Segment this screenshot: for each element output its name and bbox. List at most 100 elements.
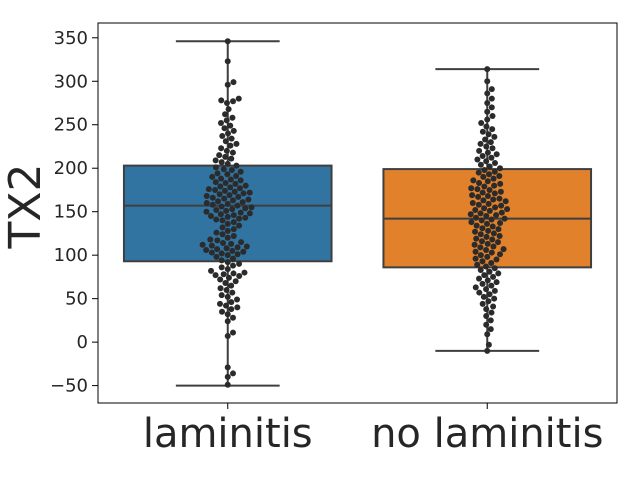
data-point bbox=[478, 238, 485, 245]
data-point bbox=[501, 215, 508, 222]
data-point bbox=[230, 219, 237, 226]
data-point bbox=[227, 184, 234, 191]
data-point bbox=[230, 370, 237, 377]
data-point bbox=[474, 261, 481, 268]
data-point bbox=[230, 255, 237, 262]
data-point bbox=[212, 164, 219, 171]
data-point bbox=[478, 217, 485, 224]
data-point bbox=[479, 300, 486, 307]
x-category-label: no laminitis bbox=[371, 411, 603, 457]
data-point bbox=[230, 127, 237, 134]
data-point bbox=[224, 234, 231, 241]
data-point bbox=[224, 213, 231, 220]
data-point bbox=[472, 228, 479, 235]
data-point bbox=[486, 171, 493, 178]
data-point bbox=[496, 233, 503, 240]
data-point bbox=[221, 187, 228, 194]
data-point bbox=[241, 269, 248, 276]
data-point bbox=[475, 193, 482, 200]
data-point bbox=[219, 231, 226, 238]
data-point bbox=[227, 122, 234, 129]
plot-frame bbox=[97, 22, 618, 404]
data-point bbox=[498, 209, 505, 216]
data-point bbox=[476, 180, 483, 186]
data-point bbox=[488, 104, 495, 111]
data-point bbox=[230, 98, 237, 105]
data-point bbox=[490, 196, 497, 203]
data-point bbox=[225, 274, 232, 281]
data-point bbox=[487, 326, 494, 333]
y-axis: −50 0 50 100 150 200 250 300 350 bbox=[50, 28, 98, 397]
data-point bbox=[497, 180, 504, 187]
data-point bbox=[223, 245, 230, 252]
data-point bbox=[230, 314, 237, 321]
data-point bbox=[218, 175, 225, 182]
data-point bbox=[472, 248, 479, 255]
data-point bbox=[229, 247, 236, 254]
data-point bbox=[488, 216, 495, 223]
data-point bbox=[224, 200, 231, 207]
data-point bbox=[477, 244, 484, 251]
data-point bbox=[492, 204, 499, 211]
data-point bbox=[497, 220, 504, 226]
y-tick-label: 150 bbox=[54, 202, 88, 223]
data-point bbox=[236, 273, 243, 280]
data-point bbox=[228, 299, 235, 306]
data-point bbox=[212, 157, 219, 164]
data-point bbox=[219, 133, 226, 140]
data-point bbox=[218, 264, 225, 271]
data-point bbox=[491, 190, 498, 197]
data-point bbox=[490, 175, 497, 182]
data-point bbox=[224, 293, 231, 300]
data-point bbox=[493, 256, 500, 263]
data-point bbox=[487, 139, 494, 146]
data-point bbox=[480, 173, 487, 180]
data-point bbox=[481, 272, 488, 279]
data-point bbox=[497, 251, 504, 258]
data-point bbox=[233, 140, 240, 147]
data-point bbox=[487, 317, 494, 324]
data-point bbox=[472, 284, 479, 291]
data-point bbox=[482, 263, 489, 270]
data-point bbox=[488, 95, 495, 102]
data-point bbox=[216, 191, 223, 198]
data-point bbox=[484, 253, 491, 260]
data-point bbox=[488, 260, 495, 266]
data-point bbox=[500, 246, 507, 253]
data-point bbox=[476, 275, 483, 282]
data-point bbox=[230, 329, 237, 336]
data-point bbox=[477, 140, 484, 147]
data-point bbox=[224, 220, 231, 227]
data-point bbox=[203, 246, 210, 253]
data-point bbox=[218, 250, 225, 257]
data-point bbox=[478, 120, 485, 126]
data-point bbox=[484, 149, 491, 156]
data-point bbox=[479, 128, 486, 135]
data-point bbox=[491, 168, 498, 175]
data-point bbox=[222, 153, 229, 160]
data-point bbox=[235, 193, 242, 200]
data-point bbox=[484, 116, 491, 123]
data-point bbox=[218, 145, 225, 152]
data-point bbox=[230, 262, 237, 269]
y-tick-label: 0 bbox=[77, 332, 88, 353]
data-point bbox=[228, 282, 235, 289]
data-point bbox=[481, 205, 488, 212]
data-point bbox=[234, 244, 241, 251]
data-point bbox=[236, 222, 243, 229]
data-point bbox=[218, 97, 225, 104]
data-point bbox=[479, 153, 486, 160]
x-axis: laminitis no laminitis bbox=[143, 403, 603, 457]
data-point bbox=[480, 197, 487, 204]
y-axis-title: TX2 bbox=[0, 163, 51, 249]
data-point bbox=[489, 236, 496, 243]
data-point bbox=[474, 186, 481, 193]
data-point bbox=[483, 158, 490, 165]
data-point bbox=[218, 203, 225, 210]
data-point bbox=[483, 213, 490, 220]
data-point bbox=[471, 241, 478, 248]
data-point bbox=[490, 230, 497, 237]
data-point bbox=[489, 145, 496, 152]
data-point bbox=[219, 224, 226, 231]
